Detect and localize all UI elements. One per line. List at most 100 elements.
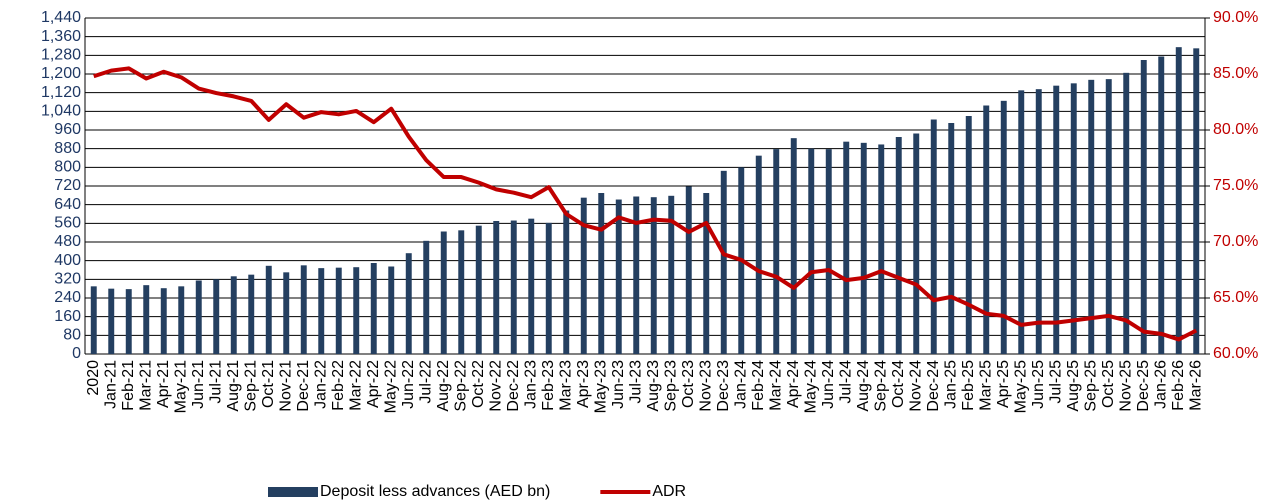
legend-label: ADR (652, 483, 686, 500)
bar (90, 286, 97, 354)
x-tick-label: Jun-22 (400, 360, 417, 409)
x-tick-label: Dec-22 (505, 360, 522, 412)
bar (720, 170, 727, 354)
bar (248, 274, 255, 354)
bar (545, 222, 552, 354)
x-tick-label: Sep-21 (242, 360, 259, 412)
x-tick-label: May-21 (172, 360, 189, 413)
y-tick-label: 1,040 (41, 103, 81, 120)
x-tick-label: Jul-24 (837, 360, 854, 404)
bar (983, 105, 990, 354)
x-tick-label: Aug-24 (855, 360, 872, 412)
bar (650, 197, 657, 354)
x-tick-label: 2020 (85, 360, 102, 396)
x-tick-label: Dec-25 (1135, 360, 1152, 412)
x-tick-label: Jul-22 (417, 360, 434, 404)
y2-tick-label: 85.0% (1213, 65, 1258, 82)
bar (1140, 60, 1147, 354)
bar (213, 279, 220, 354)
bar (143, 285, 150, 354)
x-tick-label: Jan-21 (102, 360, 119, 409)
bar (125, 289, 132, 354)
bar (1105, 79, 1112, 354)
bar (1000, 100, 1007, 354)
x-tick-label: May-24 (802, 360, 819, 413)
x-tick-label: Mar-25 (977, 360, 994, 411)
x-tick-label: Aug-21 (225, 360, 242, 412)
bar (230, 276, 237, 354)
x-tick-label: Nov-22 (487, 360, 504, 412)
legend-label: Deposit less advances (AED bn) (320, 483, 550, 500)
y-tick-label: 1,120 (41, 84, 81, 101)
y-tick-label: 1,200 (41, 65, 81, 82)
bar (965, 116, 972, 354)
y-tick-label: 880 (54, 140, 81, 157)
x-tick-label: May-22 (382, 360, 399, 413)
bar (843, 141, 850, 354)
y-tick-label: 160 (54, 308, 81, 325)
x-tick-label: Jan-26 (1152, 360, 1169, 409)
x-tick-label: Feb-24 (750, 360, 767, 411)
x-tick-label: Sep-25 (1082, 360, 1099, 412)
x-tick-label: Apr-24 (785, 360, 802, 408)
bar (1035, 89, 1042, 355)
bar (1070, 83, 1077, 354)
bar (440, 231, 447, 354)
x-tick-label: Aug-25 (1065, 360, 1082, 412)
bar (195, 280, 202, 354)
bar (510, 220, 517, 354)
x-tick-label: Aug-23 (645, 360, 662, 412)
x-tick-label: Jul-23 (627, 360, 644, 404)
x-tick-label: Dec-21 (295, 360, 312, 412)
x-tick-label: Mar-23 (557, 360, 574, 411)
x-tick-label: Jun-23 (610, 360, 627, 409)
y-tick-label: 240 (54, 289, 81, 306)
bar (948, 123, 955, 354)
x-tick-label: Jul-21 (207, 360, 224, 404)
x-tick-label: Oct-25 (1100, 360, 1117, 408)
bar (930, 119, 937, 354)
bar (773, 149, 780, 354)
bar (580, 197, 587, 354)
x-tick-label: Nov-24 (907, 360, 924, 412)
x-tick-label: Nov-21 (277, 360, 294, 412)
x-tick-label: Jun-24 (820, 360, 837, 409)
bar (913, 133, 920, 354)
x-tick-label: Oct-24 (890, 360, 907, 408)
bar (598, 193, 605, 354)
y-tick-label: 1,360 (41, 28, 81, 45)
y2-tick-label: 70.0% (1213, 233, 1258, 250)
x-tick-label: Jul-25 (1047, 360, 1064, 404)
bar (685, 186, 692, 354)
bar (563, 210, 570, 354)
bar (265, 265, 272, 354)
bar (878, 144, 885, 354)
bar (528, 218, 535, 354)
x-tick-label: Oct-22 (470, 360, 487, 408)
bar (1123, 72, 1130, 354)
x-tick-label: Feb-22 (330, 360, 347, 411)
x-tick-label: Nov-23 (697, 360, 714, 412)
y-tick-label: 1,280 (41, 47, 81, 64)
bar (475, 225, 482, 354)
bar (370, 263, 377, 354)
y2-tick-label: 80.0% (1213, 121, 1258, 138)
x-tick-label: Aug-22 (435, 360, 452, 412)
x-tick-label: Oct-23 (680, 360, 697, 408)
y-tick-label: 80 (63, 327, 81, 344)
bar (703, 193, 710, 354)
x-tick-label: May-25 (1012, 360, 1029, 413)
x-tick-label: Apr-25 (995, 360, 1012, 408)
bar (1175, 47, 1182, 355)
x-tick-label: Sep-23 (662, 360, 679, 412)
bar (493, 221, 500, 354)
x-tick-label: Apr-23 (575, 360, 592, 408)
y-tick-label: 320 (54, 271, 81, 288)
x-tick-label: Apr-21 (155, 360, 172, 408)
y-tick-label: 800 (54, 159, 81, 176)
bar (1018, 90, 1025, 354)
x-tick-label: Mar-24 (767, 360, 784, 411)
bar (825, 149, 832, 354)
x-tick-label: Jan-22 (312, 360, 329, 409)
